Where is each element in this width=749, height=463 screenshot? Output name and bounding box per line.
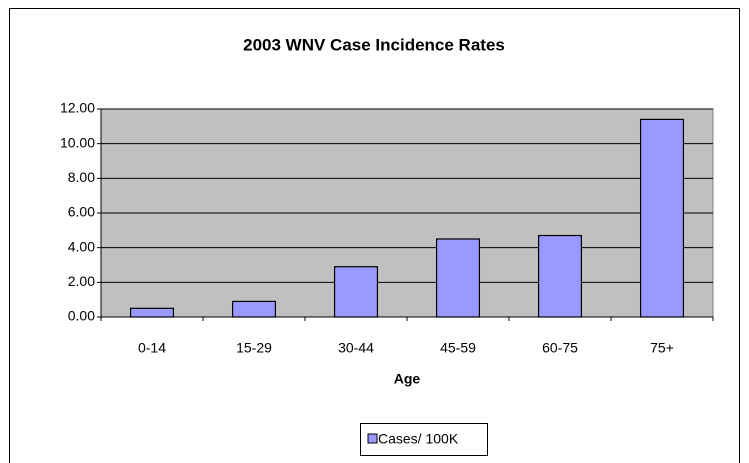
legend-box [360, 423, 488, 456]
x-axis-label: Age [394, 371, 421, 387]
x-tick-label: 30-44 [338, 340, 374, 356]
bar [231, 300, 277, 318]
bar [129, 307, 175, 318]
bar [537, 234, 583, 318]
y-tick-label: 2.00 [68, 273, 95, 289]
y-tick-label: 8.00 [68, 169, 95, 185]
bar [333, 266, 379, 318]
y-tick-label: 0.00 [68, 308, 95, 324]
x-tick-label: 45-59 [440, 340, 476, 356]
legend-swatch [367, 433, 378, 444]
y-tick-label: 4.00 [68, 238, 95, 254]
bar [639, 118, 685, 318]
y-tick-label: 6.00 [68, 204, 95, 220]
chart-title: 2003 WNV Case Incidence Rates [243, 35, 505, 54]
x-tick-label: 60-75 [542, 340, 578, 356]
bar [435, 238, 481, 318]
y-tick-label: 12.00 [60, 100, 95, 116]
y-tick-label: 10.00 [60, 134, 95, 150]
x-tick-label: 15-29 [236, 340, 272, 356]
x-tick-label: 75+ [650, 340, 674, 356]
x-tick-label: 0-14 [138, 340, 166, 356]
legend-label: Cases/ 100K [378, 431, 459, 447]
